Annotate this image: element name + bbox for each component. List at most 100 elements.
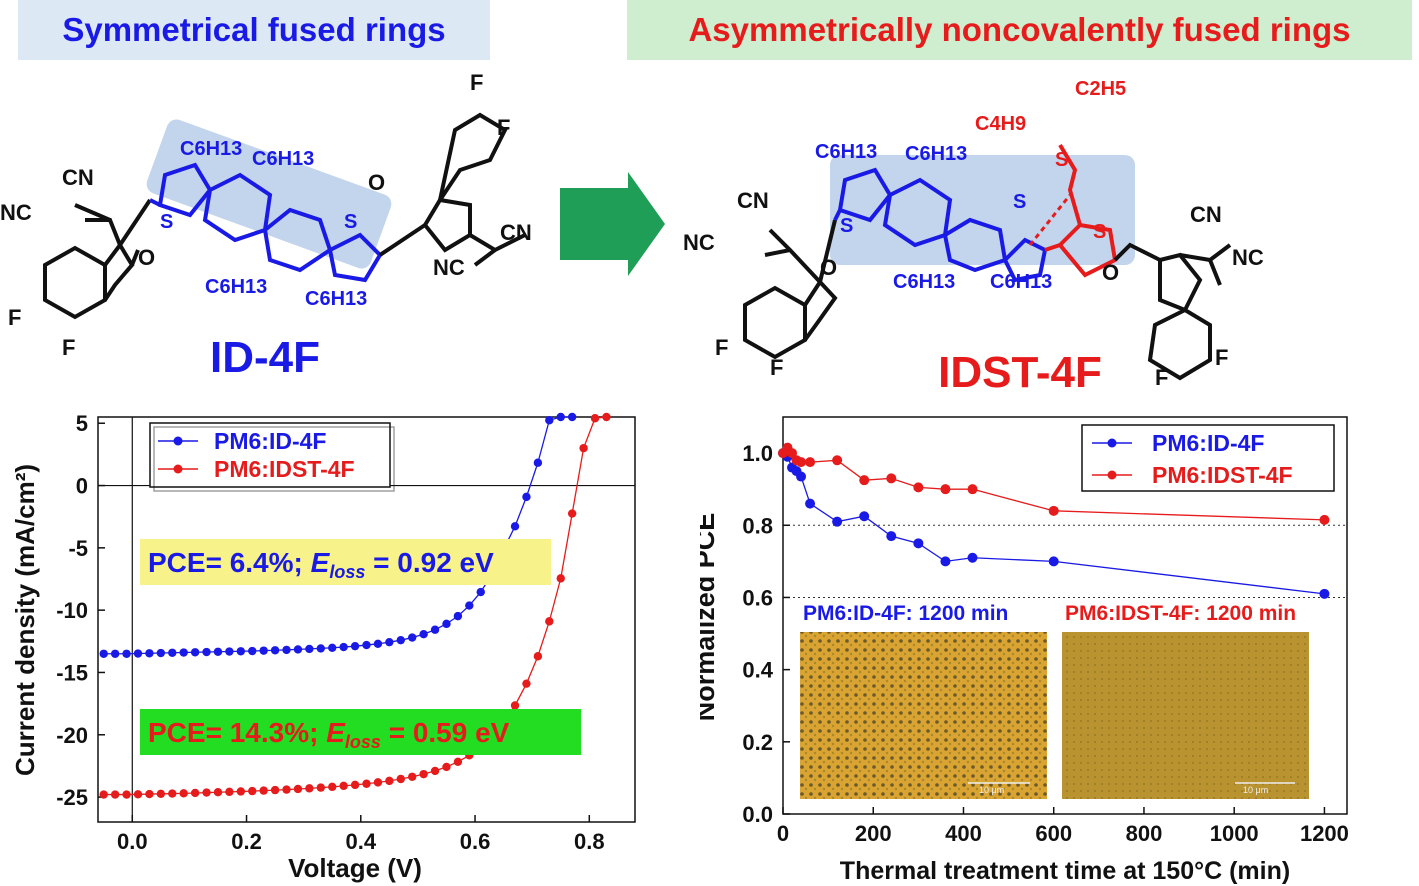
- data-point-series-2: [373, 778, 383, 787]
- id4f-label: F: [470, 70, 483, 95]
- idst4f-label: F: [1155, 365, 1168, 390]
- idst4f-inset-label: PM6:IDST-4F: 1200 min: [1065, 602, 1296, 625]
- idst4f-micrograph: [1062, 632, 1309, 799]
- data-point-series-2: [1048, 505, 1059, 516]
- data-point-series-1: [122, 649, 131, 658]
- data-point-series-2: [796, 457, 807, 468]
- idst4f-blue-sulfur: S S: [840, 191, 1026, 237]
- jv-annotation-bg-2: [140, 709, 581, 755]
- jv-plot-frame: [97, 416, 636, 823]
- data-point-series-2: [859, 475, 870, 486]
- data-point-series-1: [430, 625, 440, 634]
- y-tick-label: -10: [56, 598, 88, 623]
- data-point-series-1: [168, 648, 177, 657]
- x-tick-label: 0.4: [345, 829, 376, 854]
- thermal-legend: PM6:ID-4F PM6:IDST-4F: [1081, 424, 1335, 492]
- idst4f-scale-label: 10 μm: [1243, 785, 1268, 795]
- id4f-sulfur-labels: S S: [160, 211, 357, 233]
- data-point-series-2: [385, 776, 394, 786]
- thermal-y-axis-label: Normalized PCE: [700, 513, 720, 722]
- id4f-alkyl: C6H13: [252, 148, 314, 170]
- data-point-series-1: [408, 633, 417, 642]
- data-point-series-1: [179, 648, 188, 657]
- id4f-inset-label: PM6:ID-4F: 1200 min: [803, 602, 1008, 625]
- x-tick-label: 200: [855, 821, 892, 846]
- y-tick-label: 0.8: [742, 513, 773, 538]
- data-point-series-1: [248, 646, 257, 656]
- id4f-label: CN: [500, 220, 532, 245]
- idst4f-sulfur: S: [840, 215, 853, 237]
- data-point-series-1: [190, 648, 200, 657]
- id4f-label: F: [62, 335, 75, 360]
- data-point-series-2: [545, 617, 554, 626]
- jv-legend-label: PM6:IDST-4F: [214, 456, 355, 482]
- id4f-alkyl-labels: C6H13 C6H13 C6H13 C6H13: [180, 138, 367, 310]
- x-tick-label: 0.2: [231, 829, 262, 854]
- jv-x-axis-label: Voltage (V): [288, 853, 422, 883]
- idst4f-label: F: [1215, 345, 1228, 370]
- idst4f-structure: CN NC O F F O F F CN NC S S S S C6H13 C6…: [683, 78, 1264, 390]
- data-point-series-1: [350, 641, 360, 651]
- x-tick-label: 800: [1126, 821, 1163, 846]
- data-point-series-1: [316, 644, 325, 653]
- thermal-x-axis-label: Thermal treatment time at 150°C (min): [840, 857, 1290, 885]
- x-tick-label: 1200: [1300, 821, 1349, 846]
- jv-pce-annotation-1: PCE= 6.4%; Eloss = 0.92 eV: [148, 547, 494, 582]
- data-point-series-2: [556, 574, 565, 583]
- data-point-series-1: [385, 637, 394, 647]
- data-point-series-2: [133, 790, 143, 799]
- x-tick-label: 0.6: [460, 829, 491, 854]
- data-point-series-2: [248, 786, 257, 796]
- data-point-series-1: [967, 552, 978, 563]
- id4f-sulfur: S: [160, 211, 173, 233]
- idst4f-label: NC: [683, 230, 715, 255]
- idst4f-name: IDST-4F: [938, 348, 1102, 390]
- id4f-micrograph: [800, 632, 1047, 799]
- data-point-series-2: [442, 762, 451, 772]
- data-point-series-1: [859, 511, 870, 522]
- data-point-series-2: [110, 790, 120, 799]
- jv-annotation-bg-1: [140, 539, 551, 585]
- idst4f-label: O: [820, 255, 837, 280]
- idst4f-alkyl: C6H13: [815, 141, 877, 163]
- data-point-series-1: [796, 471, 807, 482]
- data-point-series-2: [940, 484, 951, 495]
- y-tick-label: -15: [56, 660, 88, 685]
- data-point-series-2: [522, 679, 531, 688]
- data-point-series-1: [259, 646, 268, 655]
- idst4f-label: CN: [737, 188, 769, 213]
- idst4f-label: F: [715, 335, 728, 360]
- idst4f-alkyl-labels: C6H13 C6H13 C6H13 C6H13: [815, 141, 1052, 293]
- thermal-plot-frame: [782, 416, 1348, 815]
- id4f-label: NC: [0, 200, 32, 225]
- data-point-series-2: [236, 787, 246, 796]
- data-point-series-2: [156, 789, 166, 799]
- data-point-series-2: [202, 788, 211, 797]
- data-point-series-2: [293, 784, 303, 794]
- data-point-series-1: [282, 645, 291, 655]
- idst4f-sulfur: S: [1093, 221, 1106, 243]
- data-point-series-1: [533, 458, 543, 467]
- data-point-series-1: [476, 587, 485, 597]
- y-tick-label: 5: [76, 411, 88, 436]
- id4f-alkyl: C6H13: [305, 288, 367, 310]
- idst4f-alkyl: C6H13: [893, 271, 955, 293]
- y-tick-label: -25: [56, 785, 88, 810]
- thermal-stability-chart: 10 μm 10 μm PM6:ID-4F: 1200 min PM6:IDST…: [700, 416, 1349, 885]
- y-tick-label: 0.6: [742, 585, 773, 610]
- left-banner: Symmetrical fused rings: [18, 0, 490, 60]
- id4f-sulfur: S: [344, 211, 357, 233]
- id4f-alkyl: C6H13: [180, 138, 242, 160]
- data-point-series-2: [122, 790, 131, 799]
- data-point-series-2: [408, 772, 417, 781]
- data-point-series-1: [886, 531, 897, 542]
- data-point-series-1: [362, 640, 371, 650]
- id4f-core-left: [149, 162, 383, 283]
- data-point-series-1: [1048, 556, 1059, 567]
- data-point-series-2: [396, 774, 405, 784]
- id4f-label: O: [138, 245, 155, 270]
- data-point-series-1: [940, 556, 951, 567]
- id4f-alkyl: C6H13: [205, 276, 267, 298]
- data-point-series-2: [270, 785, 280, 795]
- data-point-series-2: [453, 757, 463, 767]
